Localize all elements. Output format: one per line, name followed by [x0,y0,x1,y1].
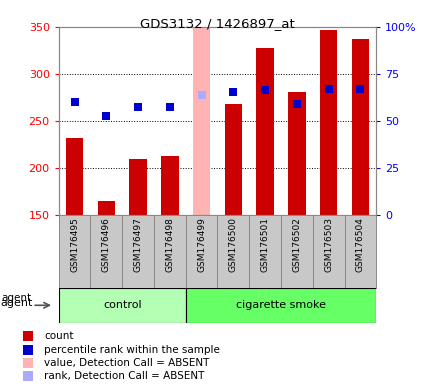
Text: GSM176500: GSM176500 [228,217,237,272]
Point [24,373,31,379]
Text: percentile rank within the sample: percentile rank within the sample [44,344,219,354]
Bar [192,27,210,215]
Text: rank, Detection Call = ABSENT: rank, Detection Call = ABSENT [44,371,204,381]
Text: GSM176501: GSM176501 [260,217,269,272]
Bar [256,48,273,215]
Text: GSM176504: GSM176504 [355,217,364,272]
Text: GSM176497: GSM176497 [133,217,142,272]
Point [71,99,78,105]
Bar [351,39,368,215]
Point [229,89,236,95]
Point [324,86,332,92]
Text: GSM176503: GSM176503 [323,217,332,272]
Point [103,113,109,119]
Text: GSM176498: GSM176498 [165,217,174,272]
Point [356,86,363,92]
Text: agent: agent [1,293,31,303]
Text: value, Detection Call = ABSENT: value, Detection Call = ABSENT [44,358,209,368]
Point [24,360,31,366]
Point [261,87,268,93]
Bar [59,288,185,323]
Point [166,104,173,110]
Bar [185,288,375,323]
Text: cigarette smoke: cigarette smoke [236,300,325,310]
Point [293,101,299,107]
Text: GSM176496: GSM176496 [102,217,111,272]
Bar [319,30,337,215]
Text: GDS3132 / 1426897_at: GDS3132 / 1426897_at [140,17,294,30]
Bar [287,92,305,215]
Text: count: count [44,331,73,341]
Text: control: control [103,300,141,310]
Text: GSM176495: GSM176495 [70,217,79,272]
Point [198,91,205,98]
Point [24,346,31,353]
Text: GSM176499: GSM176499 [197,217,206,272]
Bar [129,159,147,215]
Bar [224,104,242,215]
Text: agent: agent [0,298,32,308]
Bar [66,138,83,215]
Point [24,333,31,339]
Text: GSM176502: GSM176502 [292,217,301,272]
Bar [97,201,115,215]
Bar [161,156,178,215]
Point [135,104,141,110]
